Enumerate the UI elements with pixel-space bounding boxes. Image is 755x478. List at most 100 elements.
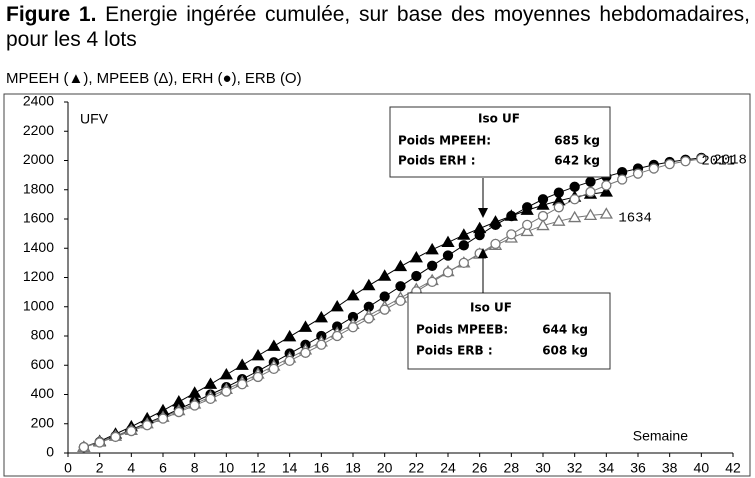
point — [126, 425, 137, 437]
point — [569, 194, 580, 205]
point — [332, 330, 343, 342]
annotation-box — [407, 292, 611, 370]
figure-caption: Figure 1. Energie ingérée cumulée, sur b… — [6, 2, 750, 52]
y-tick-label: 1400 — [23, 239, 54, 255]
point — [314, 310, 328, 323]
x-tick-label: 12 — [250, 460, 266, 476]
annotation-title: Iso UF — [470, 301, 512, 315]
point — [173, 406, 184, 418]
annotation-text: 644 kg — [542, 323, 588, 337]
point — [251, 348, 265, 361]
point — [442, 267, 454, 278]
point — [316, 339, 327, 350]
point — [474, 229, 485, 241]
point — [506, 210, 517, 222]
point — [536, 218, 550, 231]
point — [458, 240, 469, 251]
point — [267, 339, 281, 351]
series-line — [83, 157, 702, 448]
y-tick-label: 1200 — [23, 268, 54, 284]
y-tick-label: 1600 — [23, 210, 54, 226]
x-tick-label: 38 — [662, 460, 678, 476]
point — [78, 441, 89, 453]
point — [458, 257, 469, 269]
chart-frame — [3, 93, 751, 477]
point — [585, 176, 596, 187]
y-tick-label: 0 — [46, 444, 54, 460]
point — [599, 185, 613, 197]
point — [506, 229, 517, 240]
x-tick-label: 14 — [282, 460, 298, 476]
x-tick-label: 30 — [535, 460, 551, 476]
point — [219, 367, 233, 380]
point — [441, 235, 455, 248]
annotation-text: Poids MPEEB: — [416, 323, 508, 337]
point — [664, 159, 675, 170]
point — [379, 291, 390, 302]
point — [409, 250, 423, 263]
point — [362, 278, 376, 291]
annotation-box — [389, 106, 611, 178]
series-line — [83, 213, 607, 448]
point — [537, 210, 549, 222]
x-tick-label: 18 — [345, 460, 361, 476]
annotation-text: Poids ERB : — [416, 344, 493, 358]
x-tick-label: 4 — [127, 460, 135, 476]
arrow-head — [478, 208, 488, 218]
annotation-text: Poids MPEEH: — [398, 134, 491, 148]
x-tick-label: 32 — [567, 460, 583, 476]
point — [393, 259, 408, 272]
point — [632, 168, 644, 179]
point — [490, 219, 501, 231]
y-tick-label: 2000 — [23, 151, 54, 167]
point — [205, 393, 216, 405]
point — [522, 202, 533, 213]
x-tick-label: 36 — [630, 460, 646, 476]
point — [142, 420, 153, 431]
y-tick-label: 2200 — [23, 122, 54, 138]
point — [298, 320, 313, 332]
x-tick-label: 6 — [159, 460, 167, 476]
y-tick-label: 1000 — [23, 297, 54, 313]
point — [346, 288, 360, 301]
x-tick-label: 34 — [599, 460, 615, 476]
annotation-text: 642 kg — [554, 154, 600, 168]
annotation-text: 608 kg — [542, 344, 588, 358]
point — [94, 437, 105, 448]
point — [411, 270, 422, 282]
end-label: 2011 — [701, 154, 735, 170]
y-tick-label: 600 — [31, 356, 55, 372]
y-tick-label: 1800 — [23, 180, 54, 196]
x-tick-label: 24 — [440, 460, 456, 476]
point — [537, 194, 549, 205]
point — [585, 186, 596, 198]
point — [221, 386, 232, 397]
point — [427, 260, 438, 271]
point — [648, 163, 659, 174]
chart-title: Energie ingérée cumulée, sur base des mo… — [6, 3, 750, 51]
point — [237, 379, 248, 390]
x-tick-label: 8 — [191, 460, 199, 476]
point — [395, 281, 406, 292]
point — [283, 329, 297, 342]
y-tick-label: 2400 — [23, 93, 54, 109]
x-tick-label: 10 — [219, 460, 235, 476]
point — [395, 295, 406, 307]
point — [696, 153, 707, 165]
point — [378, 269, 392, 281]
x-tick-label: 28 — [504, 460, 520, 476]
point — [427, 276, 438, 288]
point — [568, 210, 582, 223]
point — [442, 250, 454, 261]
point — [522, 219, 533, 231]
point — [157, 413, 169, 424]
point — [569, 181, 580, 192]
y-tick-label: 400 — [31, 385, 55, 401]
x-tick-label: 0 — [64, 460, 72, 476]
series-line — [83, 191, 607, 448]
point — [457, 228, 471, 240]
x-tick-label: 20 — [377, 460, 393, 476]
annotation-text: 685 kg — [554, 134, 600, 148]
